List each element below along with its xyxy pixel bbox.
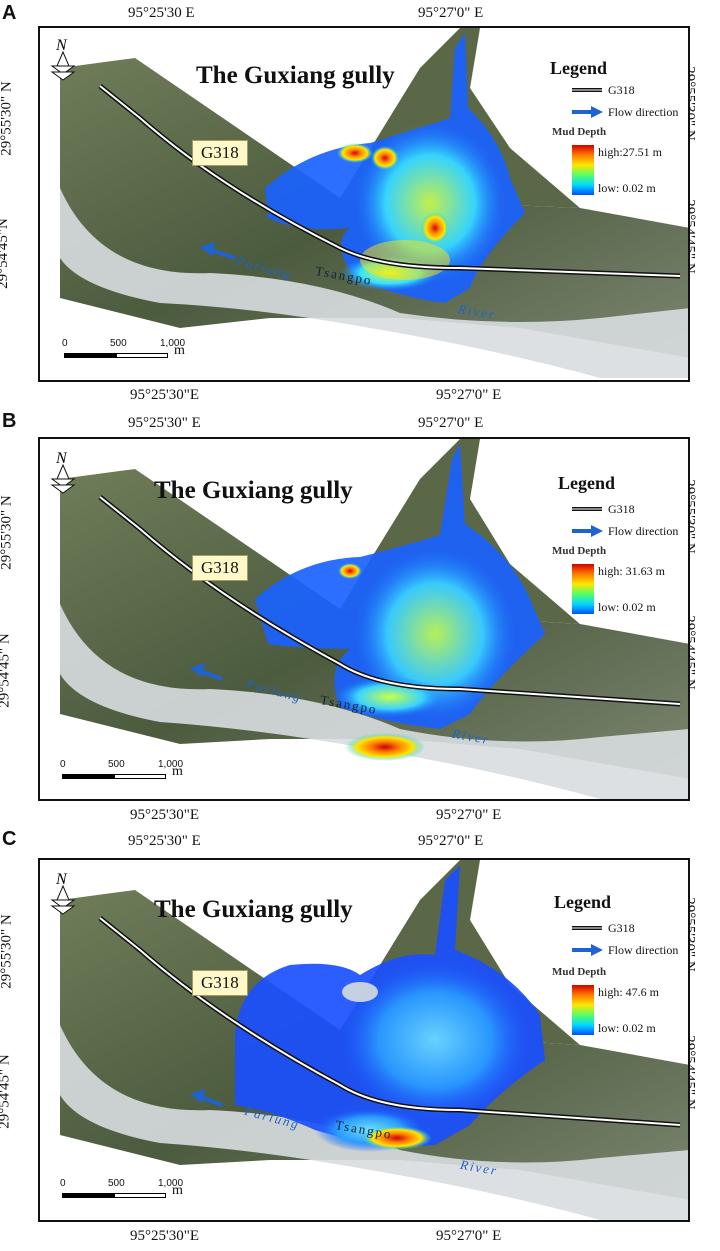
- depth-color-ramp: [572, 564, 594, 614]
- left-coord-top: 29°55'30" N: [0, 495, 15, 570]
- panel-letter: B: [2, 410, 17, 432]
- road-label-g318: G318: [192, 140, 248, 166]
- scale-tick-0: 0: [62, 338, 68, 349]
- top-coord-right: 95°27'0" E: [418, 415, 484, 431]
- scale-tick-500: 500: [110, 338, 127, 349]
- scale-tick-0: 0: [60, 1178, 66, 1189]
- bottom-coord-left: 95°25'30"E: [130, 387, 199, 403]
- bottom-coord-left: 95°25'30"E: [130, 807, 199, 823]
- scale-unit: m: [172, 764, 183, 779]
- flow-arrow-icon: [199, 669, 223, 681]
- depth-color-ramp: [572, 985, 594, 1035]
- map-frame: N The Guxiang gully G318 Legend G318 Flo…: [38, 858, 690, 1222]
- svg-text:N: N: [55, 450, 68, 467]
- top-coord-right: 95°27'0" E: [418, 833, 484, 849]
- legend-title: Legend: [558, 473, 616, 493]
- scale-tick-1000: 1,000: [158, 759, 184, 770]
- map-title: The Guxiang gully: [196, 62, 395, 89]
- map-panel-a: A 95°25'30 E 95°27'0" E 29°55'30" N 29°5…: [0, 0, 720, 415]
- panel-letter: A: [2, 2, 17, 24]
- left-coord-top: 29°55'30" N: [0, 81, 15, 156]
- top-coord-left: 95°25'30" E: [128, 833, 201, 849]
- bottom-coord-right: 95°27'0" E: [436, 1228, 502, 1244]
- legend-depth-title: Mud Depth: [552, 966, 607, 978]
- legend-flow-label: Flow direction: [608, 943, 679, 957]
- scale-tick-500: 500: [108, 1178, 125, 1189]
- riverbed: [60, 188, 688, 378]
- scale-tick-1000: 1,000: [158, 1178, 184, 1189]
- flow-arrow-icon: [209, 248, 236, 260]
- legend-flow-label: Flow direction: [608, 105, 679, 119]
- left-coord-bottom: 29°54'45" N: [0, 633, 13, 708]
- depth-low-label: low: 0.02 m: [598, 181, 656, 195]
- flow-arrow-icon: [199, 1095, 223, 1107]
- legend-title: Legend: [554, 892, 612, 912]
- panel-letter: C: [2, 828, 17, 850]
- legend-depth-title: Mud Depth: [552, 545, 607, 557]
- top-coord-right: 95°27'0" E: [418, 5, 484, 21]
- legend-road-label: G318: [608, 502, 635, 516]
- map-title: The Guxiang gully: [154, 477, 353, 504]
- svg-text:N: N: [55, 37, 68, 54]
- map-frame: N The Guxiang gully G318 Legend G318 Flo…: [38, 437, 690, 801]
- scale-unit: m: [172, 1183, 183, 1198]
- legend-depth-title: Mud Depth: [552, 126, 607, 138]
- map-canvas: [60, 28, 688, 378]
- bottom-coord-right: 95°27'0" E: [436, 387, 502, 403]
- map-canvas: [60, 860, 688, 1220]
- scale-tick-0: 0: [60, 759, 66, 770]
- left-coord-top: 29°55'30" N: [0, 914, 15, 989]
- top-coord-left: 95°25'30" E: [128, 415, 201, 431]
- bottom-coord-right: 95°27'0" E: [436, 807, 502, 823]
- scale-tick-1000: 1,000: [160, 338, 186, 349]
- depth-low-label: low: 0.02 m: [598, 1021, 656, 1035]
- map-frame: N The Guxiang gully G318 Legend G318 Flo…: [38, 26, 690, 382]
- depth-high-label: high: 31.63 m: [598, 564, 666, 578]
- legend-road-label: G318: [608, 83, 635, 97]
- scale-unit: m: [174, 343, 185, 358]
- map-canvas: [60, 439, 688, 799]
- depth-high-label: high:27.51 m: [598, 145, 663, 159]
- depth-high-label: high: 47.6 m: [598, 985, 660, 999]
- riverbed: [60, 604, 688, 799]
- top-coord-left: 95°25'30 E: [128, 5, 195, 21]
- map-panel-b: B 95°25'30" E 95°27'0" E 29°55'30" N 29°…: [0, 410, 720, 832]
- left-coord-bottom: 29°54'45"N: [0, 218, 11, 289]
- depth-color-ramp: [572, 145, 594, 195]
- legend-title: Legend: [550, 58, 608, 78]
- left-coord-bottom: 29°54'45" N: [0, 1054, 13, 1129]
- map-panel-c: C 95°25'30" E 95°27'0" E 29°55'30" N 29°…: [0, 828, 720, 1251]
- bottom-coord-left: 95°25'30"E: [130, 1228, 199, 1244]
- depth-low-label: low: 0.02 m: [598, 600, 656, 614]
- scale-tick-500: 500: [108, 759, 125, 770]
- road-label-g318: G318: [192, 970, 248, 996]
- riverbed: [60, 1025, 688, 1220]
- road-label-g318: G318: [192, 555, 248, 581]
- svg-text:N: N: [55, 871, 68, 888]
- map-title: The Guxiang gully: [154, 896, 353, 923]
- legend-flow-label: Flow direction: [608, 524, 679, 538]
- legend-road-label: G318: [608, 921, 635, 935]
